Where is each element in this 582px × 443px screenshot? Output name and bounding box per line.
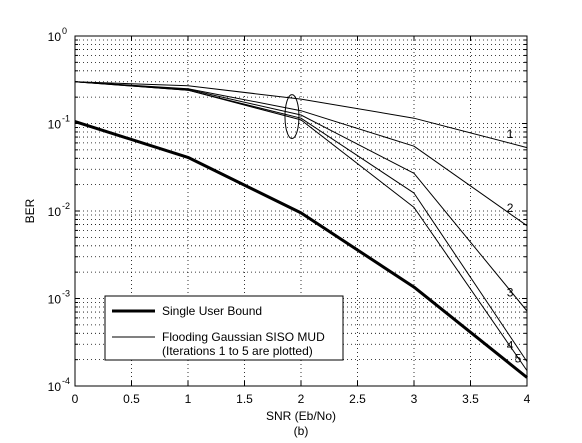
iteration-group-ellipse [284, 94, 300, 140]
x-tick-label: 3.5 [462, 392, 479, 406]
x-tick-label: 4 [524, 392, 531, 406]
y-tick-label: 10 [48, 118, 62, 132]
iteration-label: 4 [507, 339, 514, 353]
y-axis-label: BER [23, 198, 37, 223]
series-iteration-1 [74, 81, 528, 149]
series-group [74, 81, 528, 379]
figure-caption: (b) [294, 424, 309, 438]
x-axis-label: SNR (Eb/No) [266, 409, 336, 423]
legend-box [104, 295, 344, 361]
y-tick-exponent: -1 [62, 114, 70, 124]
legend: Single User Bound Flooding Gaussian SISO… [104, 295, 344, 361]
series-iteration-3 [74, 81, 528, 312]
y-tick-label: 10 [48, 293, 62, 307]
series-iteration-5 [74, 81, 528, 371]
x-tick-label: 2.5 [349, 392, 366, 406]
legend-label-flooding-mud: Flooding Gaussian SISO MUD [162, 330, 325, 344]
x-tick-label: 3 [411, 392, 418, 406]
legend-sublabel-flooding-mud: (Iterations 1 to 5 are plotted) [162, 344, 313, 358]
y-tick-exponent: -4 [62, 376, 70, 386]
iteration-label: 5 [515, 352, 522, 366]
x-tick-label: 2 [298, 392, 305, 406]
x-tick-label: 0.5 [123, 392, 140, 406]
x-tick-label: 1.5 [236, 392, 253, 406]
y-tick-exponent: 0 [62, 26, 67, 36]
iteration-label: 2 [507, 201, 514, 215]
iteration-label: 3 [507, 286, 514, 300]
y-tick-label: 10 [48, 205, 62, 219]
legend-label-single-user-bound: Single User Bound [162, 304, 262, 318]
series-single-user-bound [74, 120, 528, 379]
annotations: 1 2 3 45 [507, 127, 522, 365]
x-tick-label: 0 [72, 392, 79, 406]
y-tick-exponent: -2 [62, 201, 70, 211]
iteration-label: 1 [507, 127, 514, 141]
y-tick-label: 10 [48, 380, 62, 394]
y-tick-exponent: -3 [62, 289, 70, 299]
y-tick-label: 10 [48, 30, 62, 44]
x-tick-label: 1 [185, 392, 192, 406]
